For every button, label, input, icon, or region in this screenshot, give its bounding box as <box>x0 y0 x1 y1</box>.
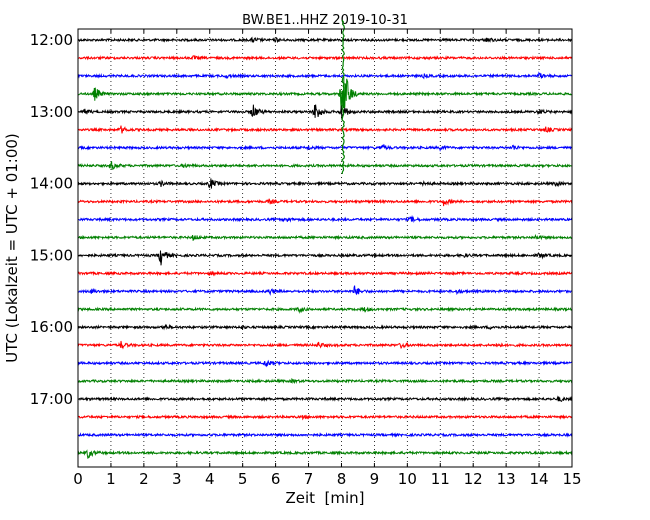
x-tick-label: 3 <box>172 470 182 488</box>
x-tick-label: 13 <box>497 470 516 488</box>
trace-layer <box>77 19 573 460</box>
trace-1630 <box>77 359 573 368</box>
y-axis-ticks: 12:00 13:00 14:00 15:00 16:00 17:00 <box>30 31 572 408</box>
trace-1230 <box>77 71 573 80</box>
x-tick-label: 10 <box>398 470 417 488</box>
trace-1730 <box>77 432 573 438</box>
trace-1315 <box>77 125 573 134</box>
trace-1445 <box>77 233 573 242</box>
x-tick-label: 5 <box>238 470 248 488</box>
y-tick-label: 13:00 <box>30 103 73 121</box>
x-tick-label: 0 <box>73 470 83 488</box>
trace-1515 <box>78 270 573 277</box>
trace-1415 <box>77 198 573 207</box>
trace-1400 <box>77 178 573 189</box>
x-tick-label: 11 <box>431 470 450 488</box>
plot-frame <box>77 28 573 468</box>
x-axis-label: Zeit [min] <box>285 489 364 507</box>
trace-1345 <box>77 161 573 170</box>
trace-1245 <box>77 76 573 111</box>
y-tick-label: 12:00 <box>30 31 73 49</box>
x-tick-label: 4 <box>205 470 215 488</box>
trace-1615 <box>77 340 573 350</box>
y-tick-label: 15:00 <box>30 246 73 264</box>
x-tick-label: 12 <box>464 470 483 488</box>
x-axis-ticks: 0 1 2 3 4 5 6 7 8 9 10 11 12 13 14 15 <box>73 29 582 488</box>
trace-1700 <box>77 395 573 403</box>
trace-1715 <box>77 414 573 421</box>
x-tick-label: 14 <box>530 470 549 488</box>
trace-1430 <box>77 215 573 224</box>
earthquake-spike <box>341 19 346 175</box>
trace-1500 <box>77 250 573 266</box>
y-axis-label: UTC (Lokalzeit = UTC + 01:00) <box>3 133 21 363</box>
y-tick-label: 14:00 <box>30 175 73 193</box>
x-tick-label: 15 <box>562 470 581 488</box>
chart-title: BW.BE1..HHZ 2019-10-31 <box>242 13 408 28</box>
trace-1745 <box>77 449 573 460</box>
trace-1545 <box>77 306 573 314</box>
trace-1200 <box>77 36 573 43</box>
trace-1330 <box>77 143 573 152</box>
trace-1215 <box>77 54 573 61</box>
x-tick-label: 9 <box>370 470 380 488</box>
x-tick-label: 1 <box>106 470 116 488</box>
x-tick-label: 2 <box>139 470 149 488</box>
y-tick-label: 17:00 <box>30 390 73 408</box>
trace-1300 <box>77 104 573 121</box>
trace-1600 <box>77 323 573 331</box>
x-tick-label: 6 <box>271 470 281 488</box>
trace-1530 <box>77 285 573 296</box>
trace-1645 <box>77 377 573 385</box>
x-tick-label: 8 <box>337 470 347 488</box>
x-tick-label: 7 <box>304 470 314 488</box>
y-tick-label: 16:00 <box>30 318 73 336</box>
